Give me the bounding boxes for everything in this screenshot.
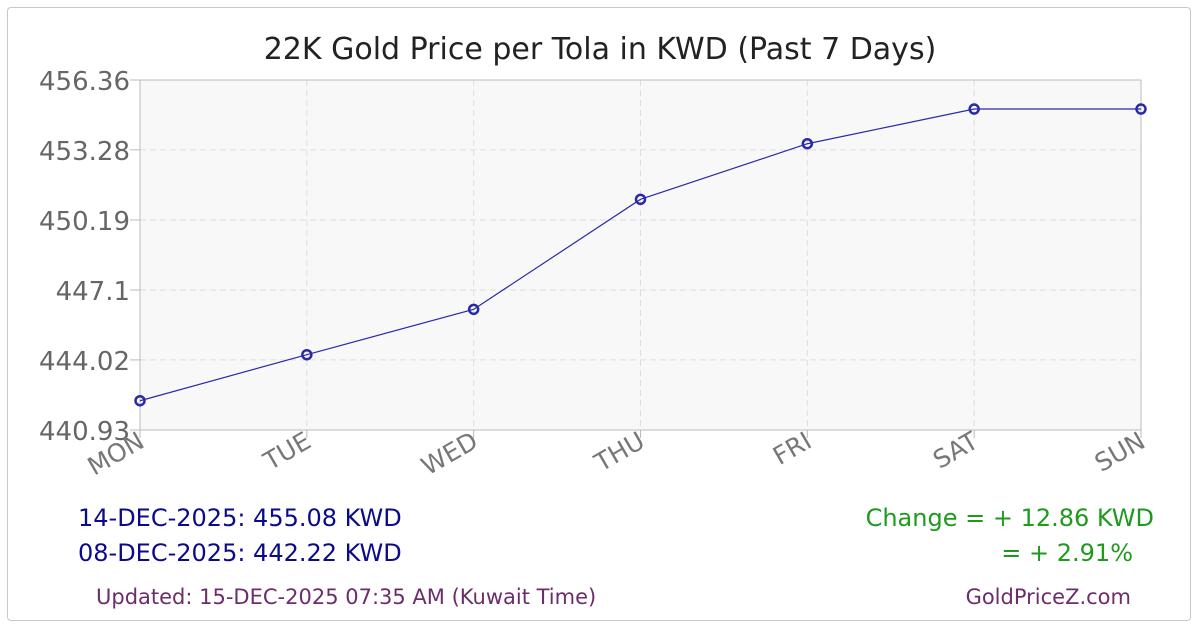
y-axis-ticks: 456.36 453.28 450.19 447.1 444.02 440.93 xyxy=(39,67,130,447)
data-point xyxy=(301,348,313,361)
data-point xyxy=(467,303,480,316)
updated-timestamp: Updated: 15-DEC-2025 07:35 AM (Kuwait Ti… xyxy=(96,585,597,609)
y-tick-label: 456.36 xyxy=(39,67,130,97)
y-tick-label: 453.28 xyxy=(39,137,130,167)
axes xyxy=(130,79,1142,438)
site-name: GoldPriceZ.com xyxy=(965,585,1131,609)
data-point xyxy=(134,394,146,407)
y-tick-label: 440.93 xyxy=(39,417,130,447)
y-tick-label: 444.02 xyxy=(39,347,130,377)
earliest-price: 08-DEC-2025: 442.22 KWD xyxy=(78,539,402,567)
data-point xyxy=(801,137,814,150)
x-tick-label: WED xyxy=(416,426,482,481)
x-tick-label: SAT xyxy=(928,426,984,475)
chart-title: 22K Gold Price per Tola in KWD (Past 7 D… xyxy=(264,32,937,67)
change-amount: Change = + 12.86 KWD xyxy=(865,504,1154,532)
grid-lines xyxy=(140,80,1141,430)
series-line xyxy=(139,108,1141,402)
x-axis-ticks: MON TUE WED THU FRI SAT SUN xyxy=(83,426,1150,481)
y-tick-label: 447.1 xyxy=(56,277,130,307)
y-tick-label: 450.19 xyxy=(39,207,130,237)
change-percent: = + 2.91% xyxy=(1001,539,1133,567)
price-series xyxy=(134,103,1147,407)
data-point xyxy=(634,193,647,206)
x-tick-label: FRI xyxy=(768,426,816,471)
latest-price: 14-DEC-2025: 455.08 KWD xyxy=(78,504,402,532)
chart-frame xyxy=(7,7,1191,621)
data-point xyxy=(968,103,980,115)
data-point xyxy=(1135,103,1147,115)
